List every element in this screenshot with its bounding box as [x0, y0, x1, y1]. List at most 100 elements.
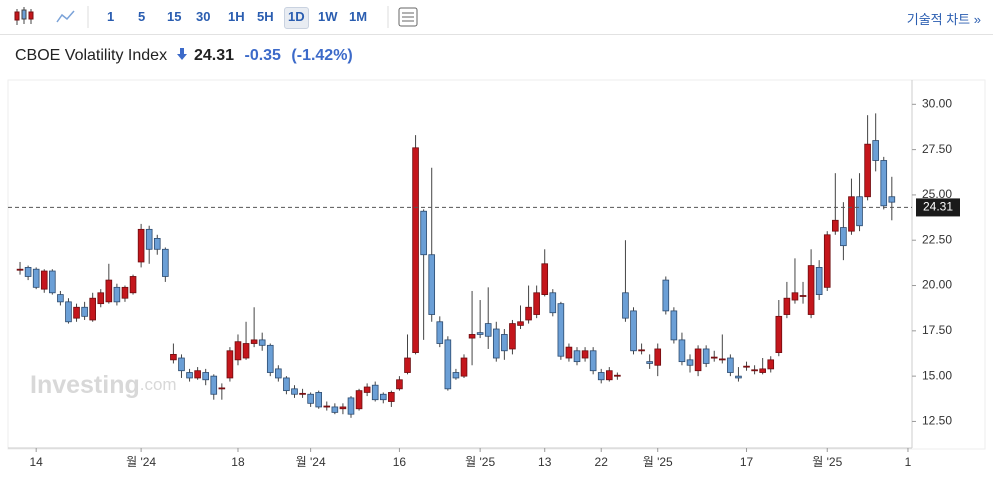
interval-button[interactable]: 5H	[257, 9, 274, 24]
candle-body	[880, 160, 888, 207]
candle-body	[363, 386, 371, 393]
candle-body	[145, 228, 153, 250]
interval-button[interactable]: 1W	[318, 9, 338, 24]
candle-body	[89, 297, 96, 321]
candle-body	[864, 143, 871, 198]
interval-button[interactable]: 1D	[284, 7, 309, 29]
candle-body	[484, 323, 492, 337]
chart-frame	[7, 79, 986, 450]
candle-body	[388, 392, 395, 402]
x-tick-label: 14	[30, 455, 44, 469]
x-tick-label: 22	[595, 455, 609, 469]
candle-body	[840, 227, 847, 247]
candle-body	[355, 390, 363, 410]
watermark-suffix: .com	[140, 375, 177, 394]
candle-body	[710, 356, 718, 359]
candle-body	[872, 140, 879, 161]
candle-body	[719, 358, 726, 361]
x-tick-label: 13	[538, 455, 552, 469]
candle-body	[501, 334, 508, 352]
candle-body	[775, 315, 783, 353]
candle-body	[396, 379, 403, 390]
candle-body	[371, 384, 379, 401]
candle-body	[291, 388, 298, 395]
candle-body	[646, 361, 653, 364]
candle-body	[444, 339, 452, 390]
candle-body	[735, 375, 742, 379]
candle-body	[73, 306, 80, 319]
candle-body	[565, 346, 573, 359]
x-tick-label: 월 '24	[296, 455, 326, 469]
candle-body	[339, 406, 347, 410]
candle-body	[307, 393, 314, 404]
candle-body	[509, 323, 516, 350]
interval-button[interactable]: 30	[196, 9, 211, 24]
candle-body	[194, 370, 201, 379]
y-tick-label: 27.50	[922, 142, 952, 156]
x-tick-label: 월 '25	[812, 455, 842, 469]
candle-body	[153, 238, 161, 250]
interval-button[interactable]: 1H	[228, 9, 245, 24]
candle-body	[202, 372, 209, 381]
candle-body	[49, 270, 56, 294]
candle-body	[412, 147, 419, 353]
candle-body	[299, 392, 306, 395]
y-tick-label: 15.00	[922, 368, 952, 382]
y-tick-label: 25.00	[922, 187, 952, 201]
candle-body	[162, 248, 169, 277]
technical-chart-link[interactable]: 기술적 차트 »	[906, 12, 981, 27]
candle-body	[630, 310, 637, 352]
candle-body	[121, 286, 129, 299]
price-label: 24.31	[923, 200, 953, 214]
y-tick-label: 30.00	[922, 96, 952, 110]
candle-body	[468, 334, 476, 339]
candle-body	[379, 393, 387, 401]
y-tick-label: 22.50	[922, 232, 952, 246]
candle-body	[597, 372, 605, 381]
candle-body	[751, 369, 758, 372]
price-change: -0.35	[244, 47, 281, 64]
candle-body	[210, 375, 218, 395]
interval-button[interactable]: 15	[167, 9, 182, 24]
candle-body	[622, 292, 629, 319]
candle-body	[436, 321, 444, 344]
y-tick-label: 17.50	[922, 323, 952, 337]
candle-body	[218, 387, 226, 390]
candle-body	[113, 286, 121, 303]
candle-body	[347, 397, 355, 415]
toolbar-icons	[14, 6, 89, 28]
candle-body	[670, 310, 678, 341]
candle-body	[573, 350, 581, 363]
candle-body	[258, 339, 266, 346]
last-price: 24.31	[193, 47, 235, 64]
candle-body	[791, 292, 799, 301]
candle-body	[105, 279, 113, 303]
candle-body	[283, 377, 290, 392]
candle-body	[234, 341, 242, 361]
instrument-name: CBOE Volatility Index	[15, 47, 168, 64]
interval-button[interactable]: 1	[107, 9, 115, 24]
candle-body	[589, 350, 597, 372]
price-change-percent: (-1.42%)	[291, 47, 353, 64]
candle-body	[533, 292, 540, 315]
candle-body	[638, 349, 645, 352]
candle-body	[807, 265, 815, 315]
interval-button[interactable]: 5	[138, 9, 146, 24]
x-tick-label: 월 '24	[126, 455, 156, 469]
candle-body	[242, 343, 250, 359]
candle-body	[888, 196, 896, 203]
down-arrow	[176, 48, 187, 60]
candle-body	[492, 328, 500, 359]
watermark-brand: Investing	[30, 371, 140, 399]
candle-body	[129, 276, 137, 294]
candle-body	[686, 359, 694, 366]
interval-button[interactable]: 1M	[349, 9, 368, 24]
candle-body	[40, 270, 48, 290]
quote-header: CBOE Volatility Index 24.31 -0.35 (-1.42…	[15, 47, 353, 65]
candle-body	[848, 196, 855, 232]
candle-body	[727, 357, 734, 373]
candle-body	[517, 321, 524, 326]
candle-body	[331, 406, 339, 413]
candle-body	[81, 306, 88, 317]
